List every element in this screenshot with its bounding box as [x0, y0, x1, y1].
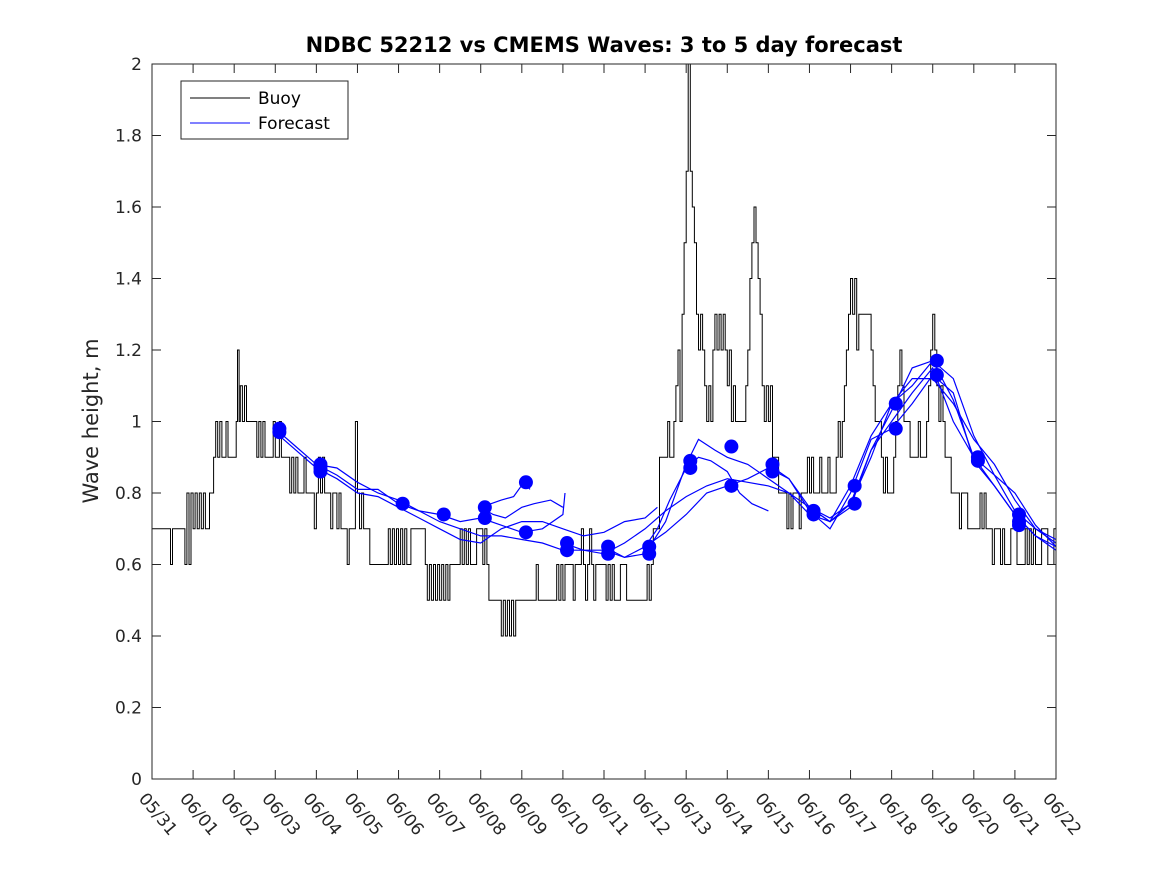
legend-box [180, 80, 349, 140]
forecast-marker [642, 546, 657, 561]
forecast-marker [929, 368, 944, 383]
y-tick-label: 1.8 [115, 127, 142, 147]
forecast-marker [847, 496, 862, 511]
series-forecast-line [316, 366, 1057, 555]
series-buoy-line [152, 63, 1056, 637]
forecast-marker [272, 425, 287, 440]
forecast-marker [929, 353, 944, 368]
forecast-marker [683, 460, 698, 475]
forecast-marker [888, 396, 903, 411]
forecast-marker [765, 464, 780, 479]
y-tick-label: 1.2 [115, 341, 142, 361]
forecast-marker [477, 500, 492, 515]
y-tick-label: 0.6 [115, 556, 142, 576]
y-tick-label: 0.2 [115, 699, 142, 719]
forecast-marker [1012, 518, 1027, 533]
chart-title: NDBC 52212 vs CMEMS Waves: 3 to 5 day fo… [306, 33, 903, 57]
y-axis: 0 0.2 0.4 0.6 0.8 1 1.2 1.4 1.6 1.8 2 [115, 55, 1056, 790]
forecast-marker [395, 496, 410, 511]
forecast-marker [560, 543, 575, 558]
forecast-marker [518, 525, 533, 540]
y-tick-label: 0.4 [115, 627, 142, 647]
series-forecast-line [274, 431, 658, 544]
y-tick-label: 2 [131, 55, 142, 75]
forecast-marker [436, 507, 451, 522]
y-tick-label: 0.8 [115, 484, 142, 504]
forecast-marker [518, 475, 533, 490]
forecast-marker [724, 439, 739, 454]
forecast-marker [477, 511, 492, 526]
forecast-marker [806, 507, 821, 522]
forecast-marker [724, 478, 739, 493]
legend-label-forecast: Forecast [258, 114, 330, 134]
series-forecast-line [480, 499, 564, 519]
y-tick-label: 1.4 [115, 270, 142, 290]
plot-data [152, 63, 1057, 637]
forecast-marker [888, 421, 903, 436]
y-tick-label: 0 [131, 770, 142, 790]
legend-label-buoy: Buoy [258, 89, 301, 109]
y-tick-label: 1 [131, 413, 142, 433]
y-tick-label: 1.6 [115, 198, 142, 218]
y-axis-label: Wave height, m [79, 338, 103, 503]
series-forecast-line [603, 359, 1057, 559]
legend: Buoy Forecast [180, 80, 349, 140]
forecast-marker [970, 453, 985, 468]
forecast-marker [313, 464, 328, 479]
forecast-marker [847, 478, 862, 493]
forecast-marker [601, 546, 616, 561]
